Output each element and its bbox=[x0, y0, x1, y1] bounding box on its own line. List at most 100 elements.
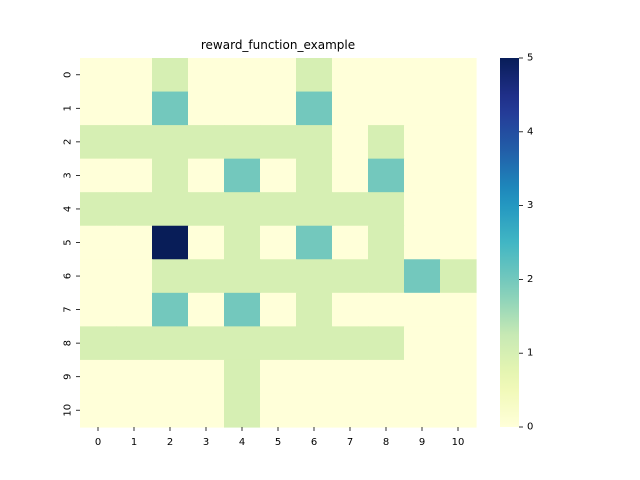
heatmap-cell-r6-c4 bbox=[224, 259, 261, 294]
colorbar: 0 1 2 3 4 5 bbox=[500, 53, 533, 433]
heatmap-cell-r9-c7 bbox=[332, 359, 369, 395]
heatmap-cell-r8-c7 bbox=[332, 326, 369, 361]
heatmap-cell-r10-c10 bbox=[440, 393, 477, 428]
heatmap-cell-r6-c2 bbox=[152, 259, 189, 294]
heatmap-cell-r5-c7 bbox=[332, 225, 369, 260]
heatmap-cell-r9-c1 bbox=[116, 359, 153, 395]
heatmap-cell-r9-c0 bbox=[80, 359, 117, 395]
heatmap-cell-r9-c2 bbox=[152, 359, 189, 395]
heatmap-cell-r1-c8 bbox=[368, 91, 405, 126]
heatmap-cell-r5-c2 bbox=[152, 225, 189, 260]
x-tick-label-5: 5 bbox=[275, 437, 281, 448]
heatmap-cell-r10-c2 bbox=[152, 393, 189, 428]
heatmap-cell-r1-c1 bbox=[116, 91, 153, 126]
heatmap-cell-r4-c6 bbox=[296, 192, 333, 227]
heatmap-cell-r4-c1 bbox=[116, 192, 153, 227]
heatmap-cell-r3-c3 bbox=[188, 158, 225, 193]
heatmap-cell-r0-c4 bbox=[224, 58, 261, 93]
heatmap-cell-r9-c5 bbox=[260, 359, 297, 395]
heatmap-cell-r7-c7 bbox=[332, 292, 369, 327]
heatmap-cell-r1-c9 bbox=[404, 91, 441, 126]
heatmap-cell-r5-c3 bbox=[188, 225, 225, 260]
heatmap-cell-r1-c7 bbox=[332, 91, 369, 126]
heatmap-cell-r2-c1 bbox=[116, 125, 153, 160]
heatmap-cell-r1-c2 bbox=[152, 91, 189, 126]
heatmap-cell-r7-c5 bbox=[260, 292, 297, 327]
heatmap-cell-r3-c9 bbox=[404, 158, 441, 193]
x-axis: 0 1 2 3 4 5 6 7 8 9 10 bbox=[95, 427, 464, 448]
y-tick-label-0: 0 bbox=[63, 72, 74, 78]
heatmap-cell-r4-c7 bbox=[332, 192, 369, 227]
heatmap-cell-r0-c0 bbox=[80, 58, 117, 93]
heatmap-cell-r7-c3 bbox=[188, 292, 225, 327]
heatmap-cell-r10-c0 bbox=[80, 393, 117, 428]
heatmap-cell-r6-c5 bbox=[260, 259, 297, 294]
chart-title: reward_function_example bbox=[201, 38, 355, 52]
heatmap-cell-r5-c9 bbox=[404, 225, 441, 260]
heatmap-cell-r9-c4 bbox=[224, 359, 261, 395]
heatmap-cell-r6-c9 bbox=[404, 259, 441, 294]
heatmap-cell-r10-c3 bbox=[188, 393, 225, 428]
heatmap-cell-r3-c5 bbox=[260, 158, 297, 193]
heatmap-cell-r2-c0 bbox=[80, 125, 117, 160]
heatmap-cell-r4-c5 bbox=[260, 192, 297, 227]
heatmap-cell-r7-c4 bbox=[224, 292, 261, 327]
heatmap-cell-r10-c5 bbox=[260, 393, 297, 428]
heatmap-cell-r9-c3 bbox=[188, 359, 225, 395]
heatmap-cell-r6-c3 bbox=[188, 259, 225, 294]
heatmap-cell-r1-c6 bbox=[296, 91, 333, 126]
heatmap-cell-r2-c4 bbox=[224, 125, 261, 160]
heatmap-cell-r2-c9 bbox=[404, 125, 441, 160]
heatmap-cell-r3-c0 bbox=[80, 158, 117, 193]
heatmap-cell-r4-c10 bbox=[440, 192, 477, 227]
x-tick-label-6: 6 bbox=[311, 437, 317, 448]
heatmap-cell-r3-c7 bbox=[332, 158, 369, 193]
heatmap-cell-r8-c9 bbox=[404, 326, 441, 361]
heatmap-cell-r9-c8 bbox=[368, 359, 405, 395]
heatmap-cell-r5-c6 bbox=[296, 225, 333, 260]
y-tick-label-8: 8 bbox=[63, 340, 74, 346]
colorbar-tick-label-1: 1 bbox=[527, 348, 533, 359]
heatmap-cell-r8-c0 bbox=[80, 326, 117, 361]
heatmap-cell-r4-c2 bbox=[152, 192, 189, 227]
colorbar-tick-label-3: 3 bbox=[527, 200, 533, 211]
heatmap-cell-r7-c9 bbox=[404, 292, 441, 327]
heatmap-cell-r3-c10 bbox=[440, 158, 477, 193]
heatmap-cell-r4-c9 bbox=[404, 192, 441, 227]
heatmap-cell-r0-c1 bbox=[116, 58, 153, 93]
heatmap-cell-r7-c0 bbox=[80, 292, 117, 327]
heatmap-cell-r1-c10 bbox=[440, 91, 477, 126]
heatmap-cell-r7-c8 bbox=[368, 292, 405, 327]
heatmap-cell-r4-c8 bbox=[368, 192, 405, 227]
heatmap-cell-r3-c2 bbox=[152, 158, 189, 193]
heatmap-cell-r8-c2 bbox=[152, 326, 189, 361]
y-tick-label-9: 9 bbox=[63, 373, 74, 379]
heatmap-cell-r0-c7 bbox=[332, 58, 369, 93]
heatmap-cell-r10-c6 bbox=[296, 393, 333, 428]
heatmap-cell-r2-c3 bbox=[188, 125, 225, 160]
heatmap-cell-r10-c7 bbox=[332, 393, 369, 428]
y-tick-label-5: 5 bbox=[63, 239, 74, 245]
heatmap-cell-r8-c4 bbox=[224, 326, 261, 361]
y-tick-label-1: 1 bbox=[63, 105, 74, 111]
colorbar-gradient bbox=[500, 58, 519, 427]
heatmap-cell-r7-c2 bbox=[152, 292, 189, 327]
heatmap-cell-r3-c1 bbox=[116, 158, 153, 193]
heatmap-cell-r0-c9 bbox=[404, 58, 441, 93]
heatmap-cell-r8-c3 bbox=[188, 326, 225, 361]
heatmap-cell-r2-c8 bbox=[368, 125, 405, 160]
heatmap-cell-r0-c5 bbox=[260, 58, 297, 93]
heatmap-cell-r2-c10 bbox=[440, 125, 477, 160]
heatmap-cell-r6-c10 bbox=[440, 259, 477, 294]
heatmap-cell-r0-c2 bbox=[152, 58, 189, 93]
y-tick-label-2: 2 bbox=[63, 139, 74, 145]
heatmap-cell-r8-c5 bbox=[260, 326, 297, 361]
heatmap-cell-r9-c9 bbox=[404, 359, 441, 395]
x-tick-label-1: 1 bbox=[131, 437, 137, 448]
heatmap-cell-r8-c10 bbox=[440, 326, 477, 361]
heatmap-cell-r10-c1 bbox=[116, 393, 153, 428]
heatmap-cell-r5-c1 bbox=[116, 225, 153, 260]
heatmap-cell-r6-c7 bbox=[332, 259, 369, 294]
